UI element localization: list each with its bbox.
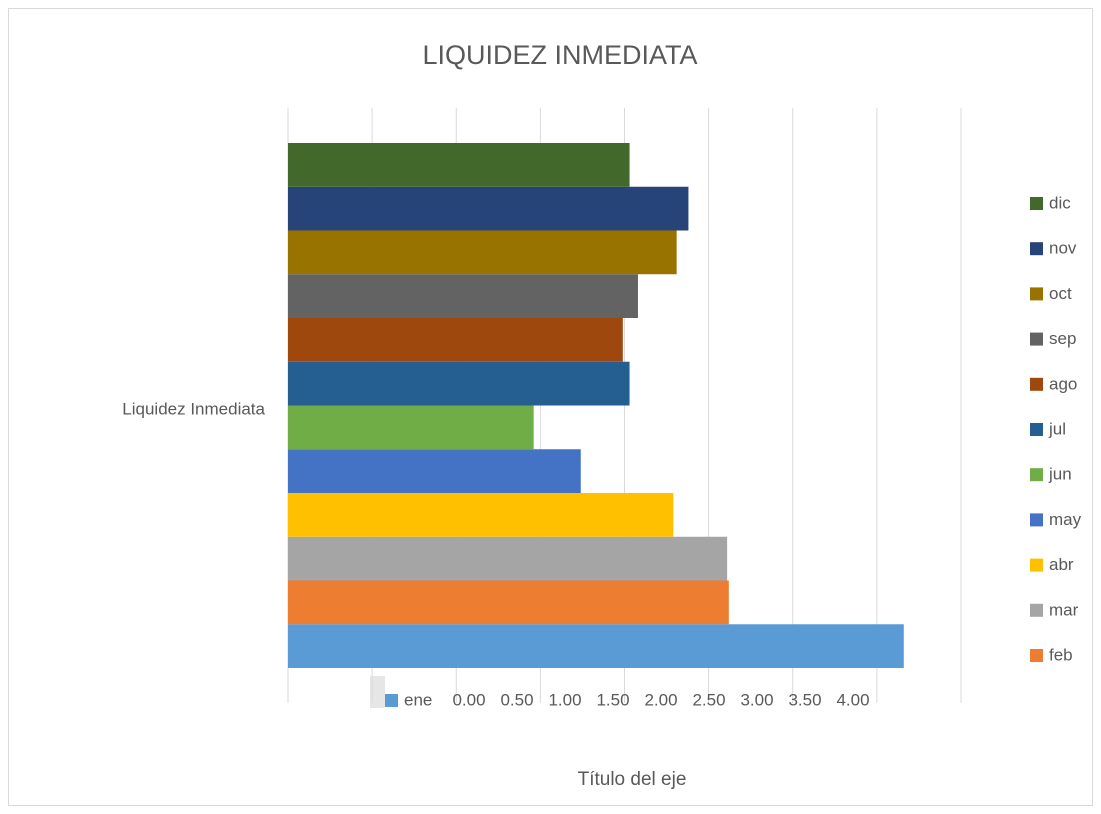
legend-swatch xyxy=(1030,287,1043,301)
bar xyxy=(288,143,630,187)
legend-label: abr xyxy=(1049,555,1074,574)
legend-swatch xyxy=(1030,649,1043,662)
bar xyxy=(288,186,689,231)
category-label: Liquidez Inmediata xyxy=(122,399,265,418)
x-tick-label: 0.50 xyxy=(500,690,533,709)
legend-swatch xyxy=(1030,242,1043,256)
chart-title: LIQUIDEZ INMEDIATA xyxy=(422,40,697,70)
legend-label: oct xyxy=(1049,284,1072,303)
legend-swatch xyxy=(1030,197,1043,210)
x-tick-label: 1.00 xyxy=(548,690,581,709)
bar xyxy=(288,580,729,625)
bar xyxy=(288,361,630,406)
x-tick-label: 2.50 xyxy=(692,690,725,709)
legend-swatch xyxy=(1030,558,1043,572)
bar xyxy=(288,493,674,537)
bar xyxy=(288,274,638,318)
chart-border xyxy=(8,8,1093,806)
bar xyxy=(288,449,581,493)
legend-swatch xyxy=(1030,423,1043,436)
x-tick-label: 0.00 xyxy=(452,690,485,709)
x-tick-label: 4.00 xyxy=(836,690,869,709)
x-tick-label: 1.50 xyxy=(596,690,629,709)
bar xyxy=(288,536,728,581)
legend-label: jul xyxy=(1048,419,1066,438)
x-axis-title: Título del eje xyxy=(578,769,687,790)
legend-swatch xyxy=(1030,332,1043,346)
legend-label: may xyxy=(1049,510,1082,529)
x-tick-label: 3.50 xyxy=(788,690,821,709)
x-tick-label: 3.00 xyxy=(740,690,773,709)
legend-label: mar xyxy=(1049,600,1079,619)
legend-label: feb xyxy=(1049,645,1073,664)
legend-swatch xyxy=(1030,603,1043,617)
bar xyxy=(288,624,904,668)
artifact xyxy=(370,676,385,708)
legend-label: ene xyxy=(404,690,432,709)
bar xyxy=(288,318,623,362)
legend-label: dic xyxy=(1049,193,1071,212)
legend-swatch xyxy=(1030,377,1043,391)
legend-label: jun xyxy=(1048,465,1072,484)
x-tick-label: 2.00 xyxy=(644,690,677,709)
legend-swatch xyxy=(1030,513,1043,527)
legend-label: nov xyxy=(1049,239,1077,258)
legend-label: sep xyxy=(1049,329,1076,348)
bar xyxy=(288,230,677,275)
legend-label: ago xyxy=(1049,374,1077,393)
legend-swatch xyxy=(385,694,398,707)
legend-swatch xyxy=(1030,468,1043,482)
bar xyxy=(288,405,534,450)
